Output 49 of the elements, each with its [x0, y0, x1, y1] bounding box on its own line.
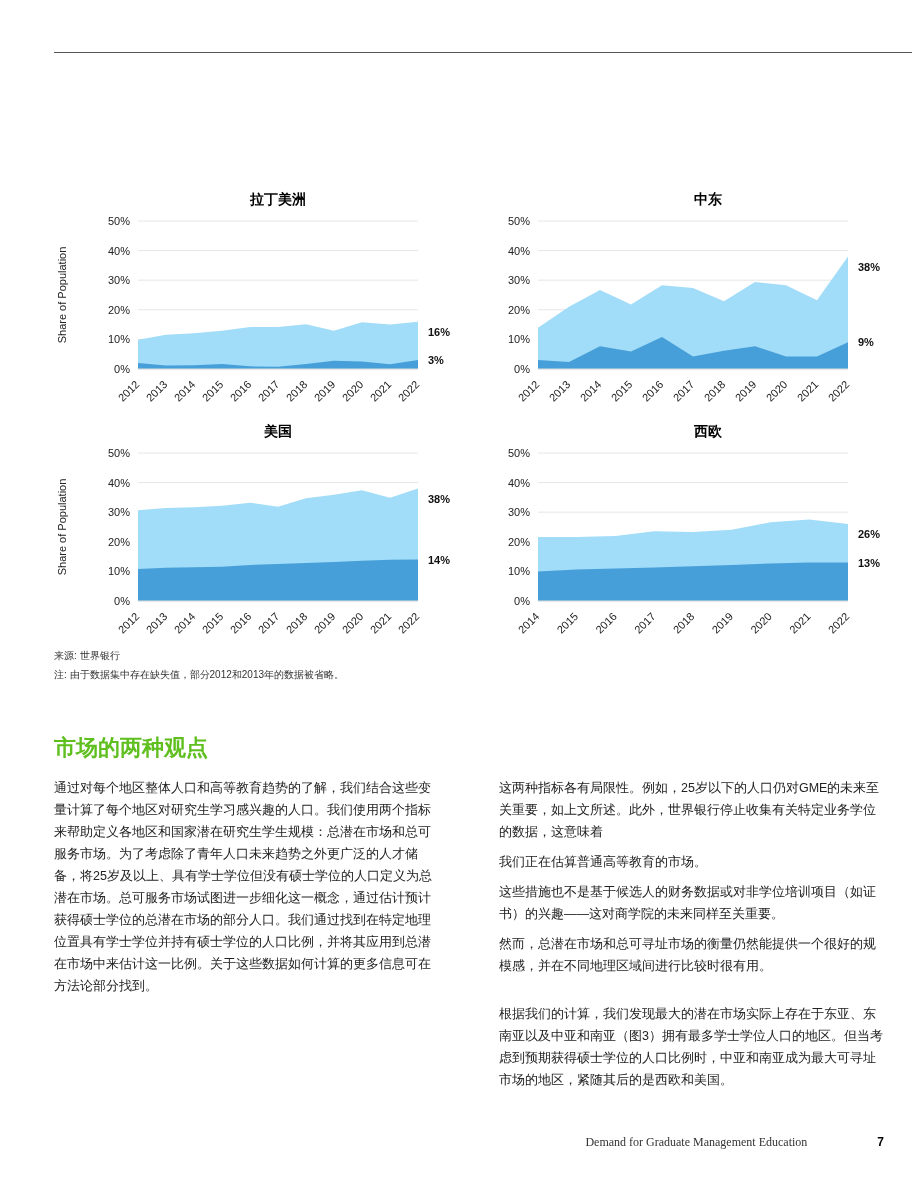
y-tick-label: 50%: [507, 446, 531, 459]
text: 我们正在估算普通高等教育的市场。: [499, 854, 708, 871]
y-tick-label: 10%: [107, 565, 131, 578]
y-tick-label: 50%: [107, 446, 131, 459]
y-tick-label: 30%: [507, 274, 531, 287]
y-tick-label: 30%: [107, 274, 131, 287]
y-axis-title: Share of Population: [55, 478, 68, 576]
y-tick-label: 40%: [107, 476, 131, 489]
text: 这些措施也不是基于候选人的财务数据或对非学位培训项目（如证书）的兴趣——这对商学院的未来同样至关重要。: [499, 884, 877, 923]
data-label: 3%: [428, 354, 445, 367]
text: 注: 由于数据集中存在缺失值，部分2012和2013年的数据被省略。: [54, 668, 345, 682]
y-tick-label: 10%: [507, 565, 531, 578]
y-tick-label: 50%: [507, 214, 531, 227]
text: 然而，总潜在市场和总可寻址市场的衡量仍然能提供一个很好的规模感，并在不同地理区域间进行比较时很有用。: [499, 936, 877, 975]
y-tick-label: 40%: [107, 244, 131, 257]
y-tick-label: 20%: [507, 535, 531, 548]
y-tick-label: 0%: [114, 362, 131, 375]
data-label: 26%: [858, 528, 881, 541]
y-tick-label: 0%: [514, 594, 531, 607]
data-label: 9%: [858, 336, 875, 349]
text: 市场的两种观点: [54, 734, 209, 762]
chart-title: 美国: [263, 423, 293, 441]
source-note: 来源: 世界银行: [54, 649, 121, 663]
chart-title: 西欧: [693, 423, 723, 441]
y-tick-label: 30%: [507, 506, 531, 519]
text: 根据我们的计算，我们发现最大的潜在市场实际上存在于东亚、东南亚以及中亚和南亚（图3）拥有最多学士学位人口的地区。但当考虑到预期获得硕士学位的人口比例时，中亚和南亚成为最大可寻址市场的地区，紧随其后的是西欧和美国。: [499, 1006, 884, 1089]
data-label: 38%: [428, 492, 451, 505]
y-tick-label: 40%: [507, 244, 531, 257]
y-tick-label: 0%: [514, 362, 531, 375]
text: 7: [877, 1135, 884, 1150]
y-tick-label: 20%: [107, 535, 131, 548]
y-axis-title: Share of Population: [55, 246, 68, 344]
data-label: 13%: [858, 556, 881, 569]
y-tick-label: 20%: [507, 303, 531, 316]
y-tick-label: 30%: [107, 506, 131, 519]
data-label: 38%: [858, 260, 881, 273]
chart-title: 中东: [693, 191, 723, 209]
text: 通过对每个地区整体人口和高等教育趋势的了解，我们结合这些变量计算了每个地区对研究生学习感兴趣的人口。我们使用两个指标来帮助定义各地区和国家潜在研究生学生规模：总潜在市场和总可服务市场。为了考虑除了青年人口未来趋势之外更广泛的人才储备，将25岁及以上、具有学士学位但没有硕士学位的人口定义为总潜在市场。总可服务市场试图进一步细化这一概念，通过估计预计获得硕士学位的总潜在市场的部分人口。我们通过找到在特定地理位置具有学士学位并持有硕士学位的人口比例，并将其应用到总潜在市场中来估计这一比例。关于这些数据如何计算的更多信息可在方法论部分找到。: [54, 781, 432, 993]
data-label: 14%: [428, 553, 451, 566]
y-tick-label: 40%: [507, 476, 531, 489]
y-tick-label: 10%: [507, 333, 531, 346]
y-tick-label: 20%: [107, 303, 131, 316]
text: Demand for Graduate Management Education: [585, 1135, 808, 1150]
data-label: 16%: [428, 325, 451, 338]
text: 这两种指标各有局限性。例如，25岁以下的人口仍对GME的未来至关重要，如上文所述。此外，世界银行停止收集有关特定业务学位的数据，这意味着: [499, 780, 881, 841]
y-tick-label: 50%: [107, 214, 131, 227]
y-tick-label: 10%: [107, 333, 131, 346]
y-tick-label: 0%: [114, 594, 131, 607]
chart-title: 拉丁美洲: [249, 191, 307, 209]
